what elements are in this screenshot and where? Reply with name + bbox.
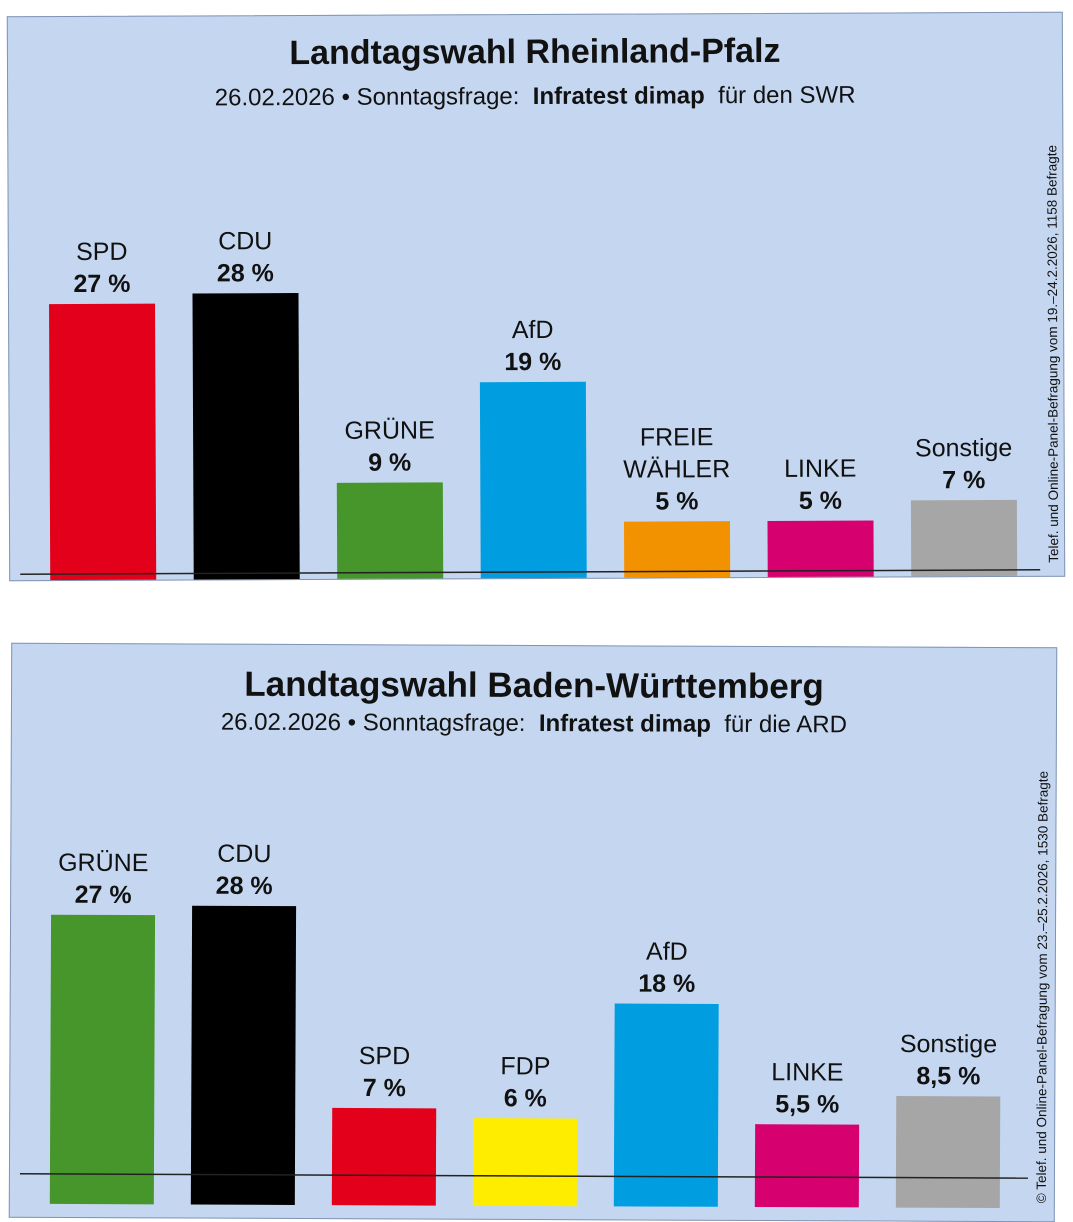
x-axis-baseline <box>20 569 1041 576</box>
category-label: FDP <box>500 1052 550 1080</box>
value-label: 5 % <box>655 487 698 515</box>
value-label: 6 % <box>504 1084 547 1112</box>
value-label: 9 % <box>368 449 411 477</box>
value-label: 7 % <box>363 1074 406 1102</box>
value-label: 28 % <box>216 872 273 900</box>
category-label: LINKE <box>771 1058 843 1086</box>
chart-panel-bw: Landtagswahl Baden-Württemberg 26.02.202… <box>8 642 1058 1222</box>
category-label: CDU <box>217 840 271 868</box>
bar-gr-ne <box>49 914 156 1205</box>
bar-afd <box>479 381 587 582</box>
bar-fdp <box>472 1118 578 1207</box>
category-label: LINKE <box>784 455 856 483</box>
category-label: CDU <box>218 227 272 255</box>
category-label: WÄHLER <box>623 455 730 483</box>
category-label: SPD <box>359 1042 411 1070</box>
bar-cdu <box>192 293 300 582</box>
category-label: FREIE <box>640 423 714 451</box>
bar-spd <box>331 1107 437 1206</box>
chart-panel-rlp: Landtagswahl Rheinland-Pfalz 26.02.2026 … <box>6 11 1066 582</box>
value-label: 5,5 % <box>775 1090 839 1118</box>
bar-cdu <box>190 905 297 1205</box>
bar-linke <box>767 520 874 582</box>
category-label: AfD <box>646 938 688 966</box>
bar-chart-bw: 27 % GRÜNE 28 % CDU 7 % SPD 6 % FDP 18 % AfD 5,5 %… <box>19 840 1028 1209</box>
category-label: AfD <box>512 316 554 344</box>
bar-spd <box>49 303 157 582</box>
bar-sonstige <box>895 1095 1001 1209</box>
bar-linke <box>754 1124 860 1208</box>
value-label: 19 % <box>504 348 561 376</box>
x-axis-baseline <box>19 1173 1028 1179</box>
value-label: 28 % <box>217 259 274 287</box>
value-label: 5 % <box>799 487 842 515</box>
bar-chart-rlp: 27 % SPD 28 % CDU 9 % GRÜNE 19 % AfD 5 % FREIE WÄH… <box>20 227 1041 582</box>
value-label: 27 % <box>75 881 132 909</box>
bar-sonstige <box>910 499 1018 582</box>
value-label: 8,5 % <box>916 1062 980 1090</box>
bar-freie-w-hler <box>623 521 731 582</box>
bar-gr-ne <box>336 482 444 582</box>
category-label: GRÜNE <box>344 416 434 444</box>
category-label: Sonstige <box>900 1030 997 1058</box>
category-label: SPD <box>76 238 128 266</box>
bar-afd <box>613 1003 719 1207</box>
value-label: 7 % <box>942 466 985 494</box>
value-label: 27 % <box>73 270 130 298</box>
value-label: 18 % <box>638 970 695 998</box>
category-label: Sonstige <box>915 434 1012 462</box>
category-label: GRÜNE <box>58 849 148 877</box>
